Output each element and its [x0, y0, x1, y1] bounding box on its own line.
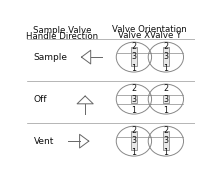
- Text: 2: 2: [163, 84, 168, 93]
- Text: Sample: Sample: [34, 53, 68, 62]
- Text: 2: 2: [131, 84, 136, 93]
- Text: 2: 2: [163, 127, 168, 135]
- FancyBboxPatch shape: [163, 95, 169, 103]
- Text: 2: 2: [131, 42, 136, 51]
- FancyBboxPatch shape: [131, 131, 137, 150]
- Text: 1: 1: [132, 106, 136, 115]
- Text: Valve X: Valve X: [118, 31, 150, 41]
- Text: Off: Off: [34, 95, 47, 104]
- Text: Sample Valve: Sample Valve: [33, 26, 92, 35]
- FancyBboxPatch shape: [163, 131, 169, 150]
- Text: 2: 2: [131, 127, 136, 135]
- Text: Handle Direction: Handle Direction: [26, 32, 99, 41]
- FancyBboxPatch shape: [131, 47, 137, 66]
- Text: 1: 1: [163, 148, 168, 157]
- Text: 3: 3: [163, 52, 168, 61]
- Text: 3: 3: [163, 95, 168, 104]
- Text: Valve Orientation: Valve Orientation: [112, 25, 186, 34]
- Text: 3: 3: [132, 95, 136, 104]
- FancyBboxPatch shape: [163, 47, 169, 66]
- Text: 2: 2: [163, 42, 168, 51]
- Text: 3: 3: [132, 52, 136, 61]
- Text: Valve Y: Valve Y: [150, 31, 182, 41]
- Text: 1: 1: [132, 64, 136, 73]
- Text: 1: 1: [163, 106, 168, 115]
- Text: 1: 1: [132, 148, 136, 157]
- Text: 3: 3: [163, 136, 168, 145]
- Text: Vent: Vent: [34, 137, 54, 146]
- FancyBboxPatch shape: [131, 95, 137, 103]
- Text: 1: 1: [163, 64, 168, 73]
- Text: 3: 3: [132, 136, 136, 145]
